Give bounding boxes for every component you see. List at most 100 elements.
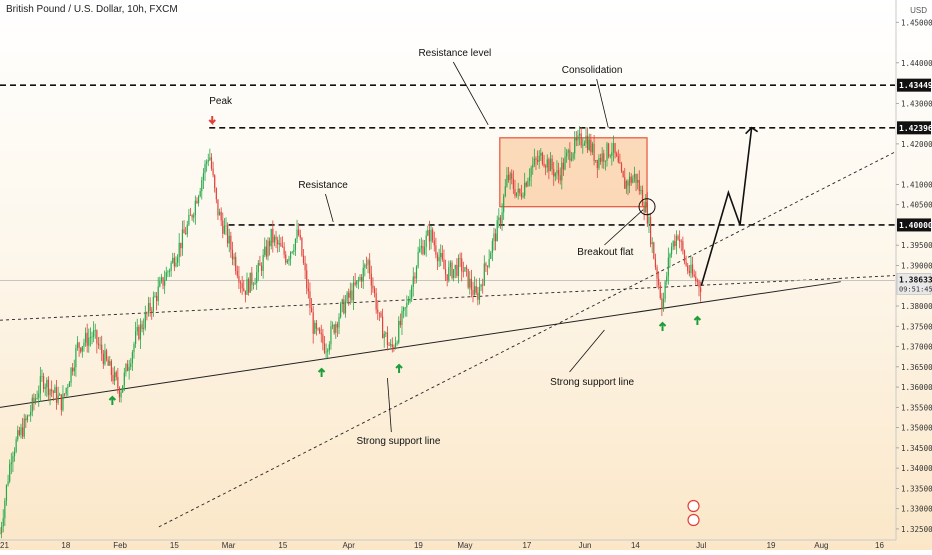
candle-body: [162, 277, 164, 286]
candle-body: [667, 257, 669, 277]
pointer-resistance-level: [452, 61, 489, 126]
time-tick-label: 15: [278, 541, 287, 550]
candle-body: [175, 262, 177, 267]
candle-body: [435, 245, 437, 255]
candle-body: [278, 243, 280, 245]
time-tick-label: Jul: [696, 541, 706, 550]
candle-body: [144, 312, 146, 328]
candle-body: [357, 280, 359, 282]
candle-body: [666, 276, 668, 282]
time-tick-label: May: [457, 541, 472, 550]
candle-body: [372, 285, 374, 289]
candle-body: [270, 228, 272, 247]
candle-body: [675, 236, 678, 247]
candle-body: [78, 342, 80, 348]
candle-body: [336, 324, 339, 328]
candle-body: [168, 270, 171, 272]
support-arrow-icon: [693, 315, 702, 325]
candle-body: [327, 350, 329, 352]
candle-body: [474, 286, 476, 295]
candle-body: [422, 245, 424, 255]
countdown-label: 09:51:45: [899, 285, 932, 293]
candle-body: [101, 344, 103, 354]
candle-body: [286, 260, 288, 263]
candle-body: [268, 240, 271, 247]
candle-body: [170, 262, 172, 271]
candle-body: [525, 182, 527, 187]
candle-body: [538, 155, 540, 162]
candle-body: [51, 389, 53, 392]
candle-body: [428, 230, 431, 242]
candle-body: [33, 397, 35, 402]
candle-body: [543, 163, 545, 167]
candle-body: [209, 157, 211, 160]
candle-body: [388, 344, 390, 346]
candle-body: [39, 376, 41, 394]
candle-body: [183, 229, 185, 234]
candle-body: [185, 233, 187, 235]
current-price-box: [896, 273, 932, 295]
candle-body: [38, 393, 40, 399]
candle-body: [59, 394, 61, 396]
candle-body: [18, 430, 20, 435]
candle-body: [696, 281, 699, 282]
candle-body: [635, 173, 637, 183]
candle-body: [625, 181, 627, 189]
candle-body: [566, 152, 568, 157]
candle-body: [574, 137, 576, 154]
candle-body: [115, 372, 117, 377]
candle-body: [112, 374, 114, 382]
candle-body: [243, 288, 245, 291]
candle-body: [482, 284, 484, 286]
candle-body: [126, 364, 129, 371]
support-line-2: [0, 275, 896, 321]
candle-body: [373, 288, 376, 293]
candle-body: [483, 263, 485, 286]
candle-body: [595, 160, 597, 162]
candle-body: [541, 152, 544, 164]
candle-body: [614, 143, 616, 154]
candle-body: [627, 181, 629, 186]
candle-body: [369, 260, 371, 274]
candle-body: [441, 252, 443, 260]
candle-body: [674, 241, 676, 247]
candle-body: [446, 274, 448, 281]
candle-body: [228, 235, 230, 244]
price-tick-label: 1.32500: [901, 525, 932, 534]
candle-body: [236, 270, 238, 276]
candle-body: [378, 312, 380, 314]
candle-body: [659, 285, 661, 299]
price-tick-label: 1.41000: [901, 180, 932, 189]
candle-body: [440, 252, 442, 258]
projection-arrowhead: [745, 126, 759, 135]
candle-body: [172, 257, 174, 263]
candle-body: [396, 342, 398, 344]
candle-body: [104, 350, 106, 365]
time-tick-label: Apr: [342, 541, 355, 550]
candle-body: [107, 359, 109, 366]
candle-body: [15, 439, 17, 452]
candle-body: [583, 143, 585, 146]
candle-body: [420, 245, 422, 249]
candle-body: [272, 228, 274, 243]
candle-body: [249, 272, 251, 293]
candle-body: [528, 177, 531, 181]
time-tick-label: 14: [631, 541, 640, 550]
candle-body: [252, 284, 255, 286]
candle-body: [41, 376, 43, 377]
candle-body: [444, 269, 447, 275]
candle-body: [294, 238, 297, 250]
candle-body: [501, 212, 503, 224]
candle-body: [194, 200, 196, 216]
candle-body: [390, 344, 392, 346]
candle-body: [109, 361, 111, 366]
candle-body: [433, 240, 435, 246]
candle-body: [606, 143, 608, 161]
candle-body: [46, 379, 48, 388]
candle-body: [76, 342, 79, 349]
candle-body: [149, 302, 151, 312]
time-tick-label: 18: [61, 541, 70, 550]
candle-body: [546, 159, 548, 168]
